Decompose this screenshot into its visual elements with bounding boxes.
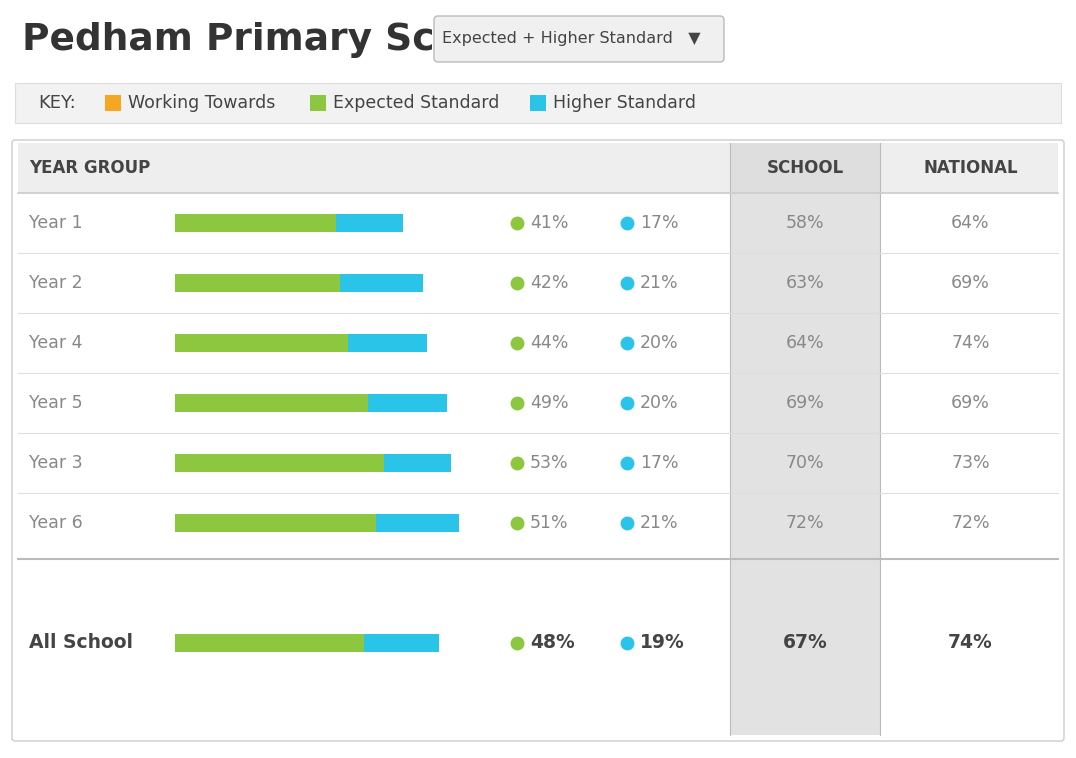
Text: Year 4: Year 4 <box>29 334 83 352</box>
Text: 58%: 58% <box>785 214 824 232</box>
Text: 21%: 21% <box>640 514 679 532</box>
Text: 19%: 19% <box>640 634 684 653</box>
Text: NATIONAL: NATIONAL <box>923 159 1018 177</box>
Bar <box>175 334 349 352</box>
Bar <box>105 95 121 111</box>
Text: SCHOOL: SCHOOL <box>766 159 844 177</box>
Bar <box>384 454 451 472</box>
Text: 20%: 20% <box>640 334 679 352</box>
Text: Pedham Primary School:: Pedham Primary School: <box>22 22 541 58</box>
Bar <box>337 214 404 232</box>
Text: 48%: 48% <box>530 634 575 653</box>
Text: Year 6: Year 6 <box>29 514 83 532</box>
Bar <box>368 394 447 412</box>
Text: Expected + Higher Standard   ▼: Expected + Higher Standard ▼ <box>442 32 700 46</box>
Bar <box>364 634 439 652</box>
Text: 17%: 17% <box>640 454 679 472</box>
Text: 17%: 17% <box>640 214 679 232</box>
Text: 69%: 69% <box>951 274 990 292</box>
Bar <box>15 83 1061 123</box>
Bar <box>340 274 423 292</box>
Text: 63%: 63% <box>785 274 824 292</box>
Text: 64%: 64% <box>785 334 824 352</box>
Bar <box>175 634 364 652</box>
Text: 53%: 53% <box>530 454 568 472</box>
Text: Working Towards: Working Towards <box>128 94 275 112</box>
Text: 72%: 72% <box>951 514 990 532</box>
Text: Expected Standard: Expected Standard <box>332 94 499 112</box>
Text: 69%: 69% <box>951 394 990 412</box>
Text: 51%: 51% <box>530 514 568 532</box>
Bar <box>349 334 427 352</box>
Text: 72%: 72% <box>785 514 824 532</box>
Text: 69%: 69% <box>785 394 824 412</box>
Text: 64%: 64% <box>951 214 990 232</box>
Bar <box>730 143 880 193</box>
Bar <box>175 274 340 292</box>
Bar <box>175 394 368 412</box>
Bar <box>18 143 1058 193</box>
Bar <box>175 214 337 232</box>
Text: 74%: 74% <box>948 634 993 653</box>
Text: Year 3: Year 3 <box>29 454 83 472</box>
Text: KEY:: KEY: <box>38 94 75 112</box>
Bar <box>175 454 384 472</box>
FancyBboxPatch shape <box>434 16 724 62</box>
FancyBboxPatch shape <box>12 140 1064 741</box>
Text: Higher Standard: Higher Standard <box>553 94 696 112</box>
Text: 70%: 70% <box>785 454 824 472</box>
Text: 41%: 41% <box>530 214 568 232</box>
Text: 20%: 20% <box>640 394 679 412</box>
Bar <box>376 514 458 532</box>
Text: 49%: 49% <box>530 394 568 412</box>
Bar <box>310 95 326 111</box>
Text: 73%: 73% <box>951 454 990 472</box>
Text: Year 2: Year 2 <box>29 274 83 292</box>
Text: YEAR GROUP: YEAR GROUP <box>29 159 151 177</box>
Bar <box>175 514 376 532</box>
Text: All School: All School <box>29 634 133 653</box>
Text: 44%: 44% <box>530 334 568 352</box>
Text: 21%: 21% <box>640 274 679 292</box>
Text: Year 1: Year 1 <box>29 214 83 232</box>
Text: 74%: 74% <box>951 334 990 352</box>
Bar <box>730 559 880 735</box>
Text: Year 5: Year 5 <box>29 394 83 412</box>
Text: 42%: 42% <box>530 274 568 292</box>
Bar <box>730 193 880 559</box>
Text: 67%: 67% <box>782 634 827 653</box>
Bar <box>530 95 546 111</box>
